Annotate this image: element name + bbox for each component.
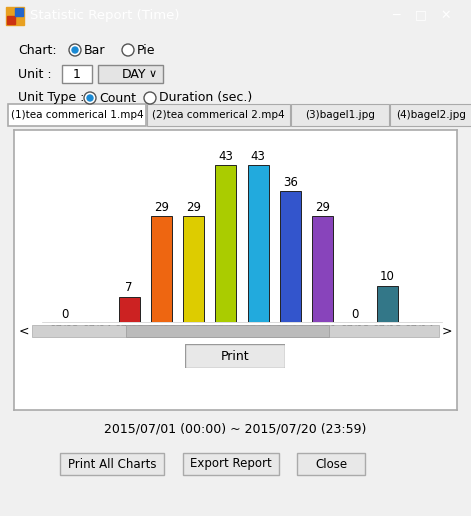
Text: (1)tea commerical 1.mp4: (1)tea commerical 1.mp4 (11, 110, 143, 120)
Text: 29: 29 (186, 201, 201, 214)
Circle shape (122, 44, 134, 56)
Text: >: > (442, 325, 452, 337)
Text: Print All Charts: Print All Charts (68, 458, 156, 471)
FancyBboxPatch shape (98, 65, 163, 83)
Bar (248, 166, 268, 322)
FancyBboxPatch shape (8, 104, 146, 126)
Text: Statistic Report (Time): Statistic Report (Time) (30, 8, 179, 22)
FancyBboxPatch shape (60, 453, 164, 475)
FancyBboxPatch shape (62, 65, 92, 83)
Text: 1: 1 (73, 68, 81, 80)
Bar (377, 285, 398, 322)
Text: Close: Close (315, 458, 347, 471)
Text: ∨: ∨ (149, 69, 157, 79)
Circle shape (69, 44, 81, 56)
Text: Bar: Bar (84, 43, 106, 56)
Text: Unit Type :: Unit Type : (18, 91, 84, 105)
Text: Print: Print (221, 349, 249, 363)
Text: (4)bagel2.jpg: (4)bagel2.jpg (396, 110, 466, 120)
Circle shape (72, 47, 78, 53)
Text: 43: 43 (219, 150, 233, 163)
FancyBboxPatch shape (147, 104, 290, 126)
Text: 10: 10 (380, 270, 395, 283)
Text: 0: 0 (351, 308, 358, 320)
Text: Export Report: Export Report (190, 458, 272, 471)
Text: 29: 29 (315, 201, 330, 214)
FancyBboxPatch shape (390, 104, 471, 126)
Circle shape (144, 92, 156, 104)
Text: Chart:: Chart: (18, 43, 57, 56)
Circle shape (87, 95, 93, 101)
Circle shape (84, 92, 96, 104)
Bar (183, 216, 204, 322)
FancyBboxPatch shape (183, 453, 279, 475)
FancyBboxPatch shape (126, 325, 329, 337)
Text: ─: ─ (392, 8, 400, 22)
FancyBboxPatch shape (291, 104, 389, 126)
Text: DAY: DAY (122, 68, 146, 80)
Bar (280, 191, 301, 322)
Text: Pie: Pie (137, 43, 155, 56)
Text: 7: 7 (125, 281, 133, 294)
Bar (312, 216, 333, 322)
Text: 36: 36 (283, 176, 298, 189)
FancyBboxPatch shape (32, 325, 439, 337)
Text: 0: 0 (61, 308, 68, 320)
Text: <: < (19, 325, 29, 337)
Bar (15, 8, 23, 16)
Text: Duration (sec.): Duration (sec.) (159, 91, 252, 105)
Text: ✕: ✕ (441, 8, 451, 22)
Text: □: □ (415, 8, 427, 22)
Text: (3)bagel1.jpg: (3)bagel1.jpg (305, 110, 375, 120)
Bar (151, 216, 172, 322)
FancyBboxPatch shape (185, 344, 285, 368)
Bar (6, 7, 24, 25)
Text: (2)tea commerical 2.mp4: (2)tea commerical 2.mp4 (152, 110, 285, 120)
Text: Unit :: Unit : (18, 68, 52, 80)
Text: 2015/07/01 (00:00) ~ 2015/07/20 (23:59): 2015/07/01 (00:00) ~ 2015/07/20 (23:59) (104, 423, 367, 436)
Bar (7, 16, 15, 24)
Text: 29: 29 (154, 201, 169, 214)
FancyBboxPatch shape (297, 453, 365, 475)
Text: Count: Count (99, 91, 136, 105)
Bar (119, 297, 139, 322)
Bar (215, 166, 236, 322)
Text: 43: 43 (251, 150, 266, 163)
